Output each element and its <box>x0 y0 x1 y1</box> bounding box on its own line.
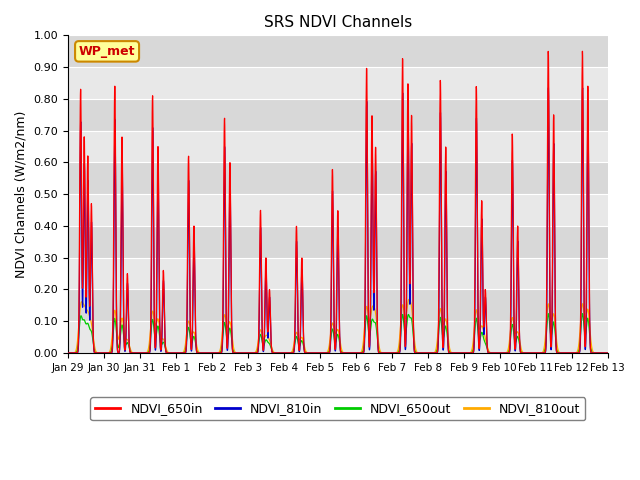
NDVI_810in <box>545 85 552 91</box>
NDVI_810out <box>517 347 525 352</box>
NDVI_810out <box>430 350 438 356</box>
NDVI_650out <box>552 335 559 341</box>
Bar <box>68 258 607 289</box>
NDVI_810in <box>552 337 559 343</box>
NDVI_810out <box>405 297 413 302</box>
Legend: NDVI_650in, NDVI_810in, NDVI_650out, NDVI_810out: NDVI_650in, NDVI_810in, NDVI_650out, NDV… <box>90 397 586 420</box>
NDVI_810out <box>64 350 72 356</box>
Bar <box>68 321 607 353</box>
Bar <box>68 99 607 131</box>
NDVI_810in <box>634 350 640 356</box>
NDVI_650in <box>182 348 189 353</box>
NDVI_650out <box>517 348 525 354</box>
Bar <box>68 36 607 67</box>
Line: NDVI_650out: NDVI_650out <box>68 313 640 353</box>
NDVI_650in <box>517 350 525 356</box>
NDVI_650out <box>481 338 488 344</box>
NDVI_810out <box>481 332 488 338</box>
NDVI_650in <box>481 312 488 317</box>
NDVI_650out <box>64 350 72 356</box>
NDVI_650out <box>430 350 438 356</box>
NDVI_810in <box>517 350 525 356</box>
Bar <box>68 67 607 99</box>
NDVI_810in <box>430 350 438 356</box>
NDVI_650in <box>579 48 586 54</box>
Line: NDVI_810out: NDVI_810out <box>68 300 640 353</box>
NDVI_810out <box>634 350 640 356</box>
NDVI_650in <box>634 350 640 356</box>
Text: WP_met: WP_met <box>79 45 135 58</box>
NDVI_810out <box>182 338 189 344</box>
Bar <box>68 194 607 226</box>
Y-axis label: NDVI Channels (W/m2/nm): NDVI Channels (W/m2/nm) <box>15 110 28 278</box>
Bar <box>68 289 607 321</box>
Title: SRS NDVI Channels: SRS NDVI Channels <box>264 15 412 30</box>
Line: NDVI_650in: NDVI_650in <box>68 51 640 353</box>
NDVI_650in <box>64 350 72 356</box>
NDVI_650out <box>579 311 586 316</box>
Line: NDVI_810in: NDVI_810in <box>68 88 640 353</box>
Bar <box>68 162 607 194</box>
NDVI_650out <box>634 350 640 356</box>
Bar <box>68 131 607 162</box>
NDVI_810in <box>182 349 189 355</box>
NDVI_650out <box>182 344 189 349</box>
NDVI_650in <box>552 327 559 333</box>
NDVI_810in <box>64 350 72 356</box>
NDVI_810out <box>552 329 559 335</box>
NDVI_810in <box>481 323 488 328</box>
Bar <box>68 226 607 258</box>
NDVI_650in <box>430 350 438 356</box>
